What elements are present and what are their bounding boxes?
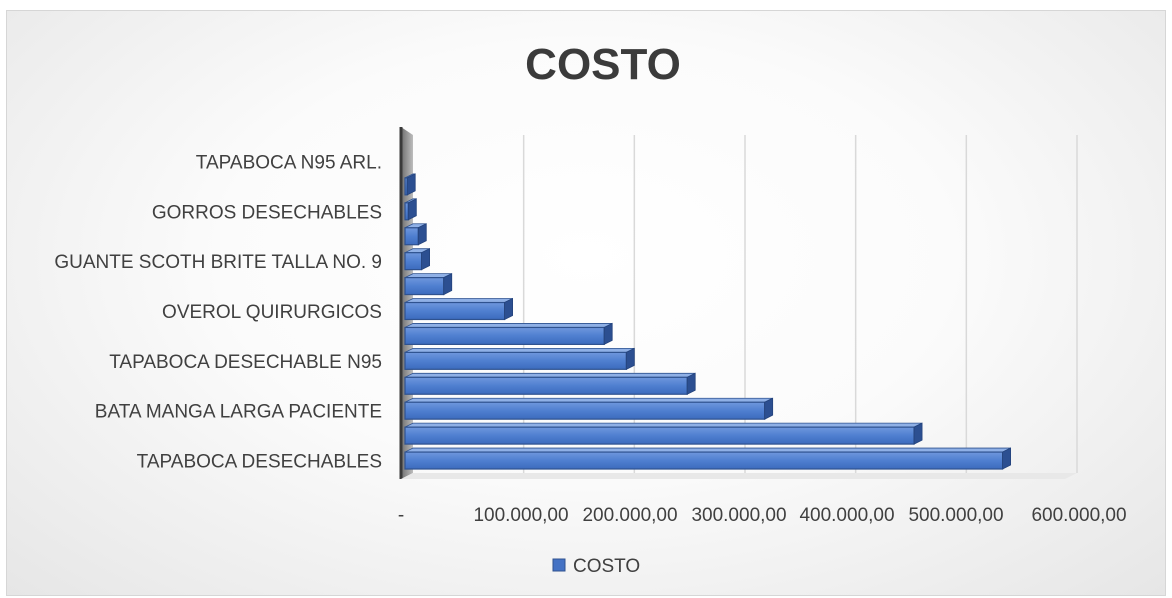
bar-end-face [417,223,427,246]
category-label: TAPABOCA N95 ARL. [196,152,382,173]
bar-front-face [404,301,506,321]
bar [404,372,696,395]
bar [404,397,774,420]
bar-end-face [421,248,431,271]
bar-top-face [404,397,773,403]
tick-label: 600.000,00 [1031,505,1126,526]
bar-top-face [404,422,923,428]
tick-label: 500.000,00 [908,505,1003,526]
bar-top-face [404,298,513,303]
bar-end-face [443,272,453,296]
bar-end-face [913,422,923,445]
bar-end-face [686,372,696,395]
category-label: GUANTE SCOTH BRITE TALLA NO. 9 [54,252,382,273]
bar-end-face [603,322,613,346]
bar-end-face [1002,447,1011,470]
bar-end-face [504,297,514,321]
bar-series [404,173,1011,470]
bar-front-face [404,252,423,271]
gridlines [522,135,1078,473]
chart-area: COSTO TAPABOCA DESECHABLES BATA MANGA LAR… [6,10,1166,596]
category-label: BATA MANGA LARGA PACIENTE [95,402,382,423]
bar-front-face [404,277,445,296]
tick-label: 200.000,00 [582,505,677,526]
bar [404,422,923,445]
bar [404,173,416,196]
category-label: GORROS DESECHABLES [152,202,382,223]
bar [404,297,514,321]
bar [404,272,453,296]
bar-chart: COSTO TAPABOCA DESECHABLES BATA MANGA LAR… [54,40,1127,577]
bar-front-face [404,426,915,445]
tick-label: - [398,505,404,526]
bar [404,248,431,271]
bar-front-face [404,326,605,345]
bar-front-face [404,227,419,246]
bar-end-face [625,347,635,370]
bar-top-face [404,347,635,353]
value-axis-labels: - 100.000,00 200.000,00 300.000,00 400.000,0… [398,505,1127,526]
bar [404,447,1011,470]
category-label: OVEROL QUIRURGICOS [162,302,382,323]
bar-front-face [404,401,766,420]
bar-front-face [404,351,627,370]
chart-title: COSTO [525,40,681,89]
legend-label: COSTO [573,556,640,577]
tick-label: 300.000,00 [691,505,786,526]
tick-label: 100.000,00 [473,505,568,526]
bar [404,198,417,221]
category-labels: TAPABOCA DESECHABLES BATA MANGA LARGA PAC… [54,152,382,472]
category-label: TAPABOCA DESECHABLE N95 [109,352,382,373]
bar [404,347,635,370]
bar [404,223,427,246]
bar-front-face [404,451,1004,470]
bar-front-face [404,376,688,395]
bar-end-face [406,173,416,196]
floor [401,473,1077,479]
bar-front-face [404,202,409,221]
legend: COSTO [552,556,640,577]
bar-end-face [764,397,774,420]
bar [404,322,613,346]
bar-top-face [404,372,696,378]
legend-swatch [552,558,566,572]
tick-label: 400.000,00 [799,505,894,526]
category-label: TAPABOCA DESECHABLES [137,452,382,473]
bar-top-face [404,447,1011,453]
bar-end-face [407,198,417,221]
bar-top-face [404,323,613,328]
